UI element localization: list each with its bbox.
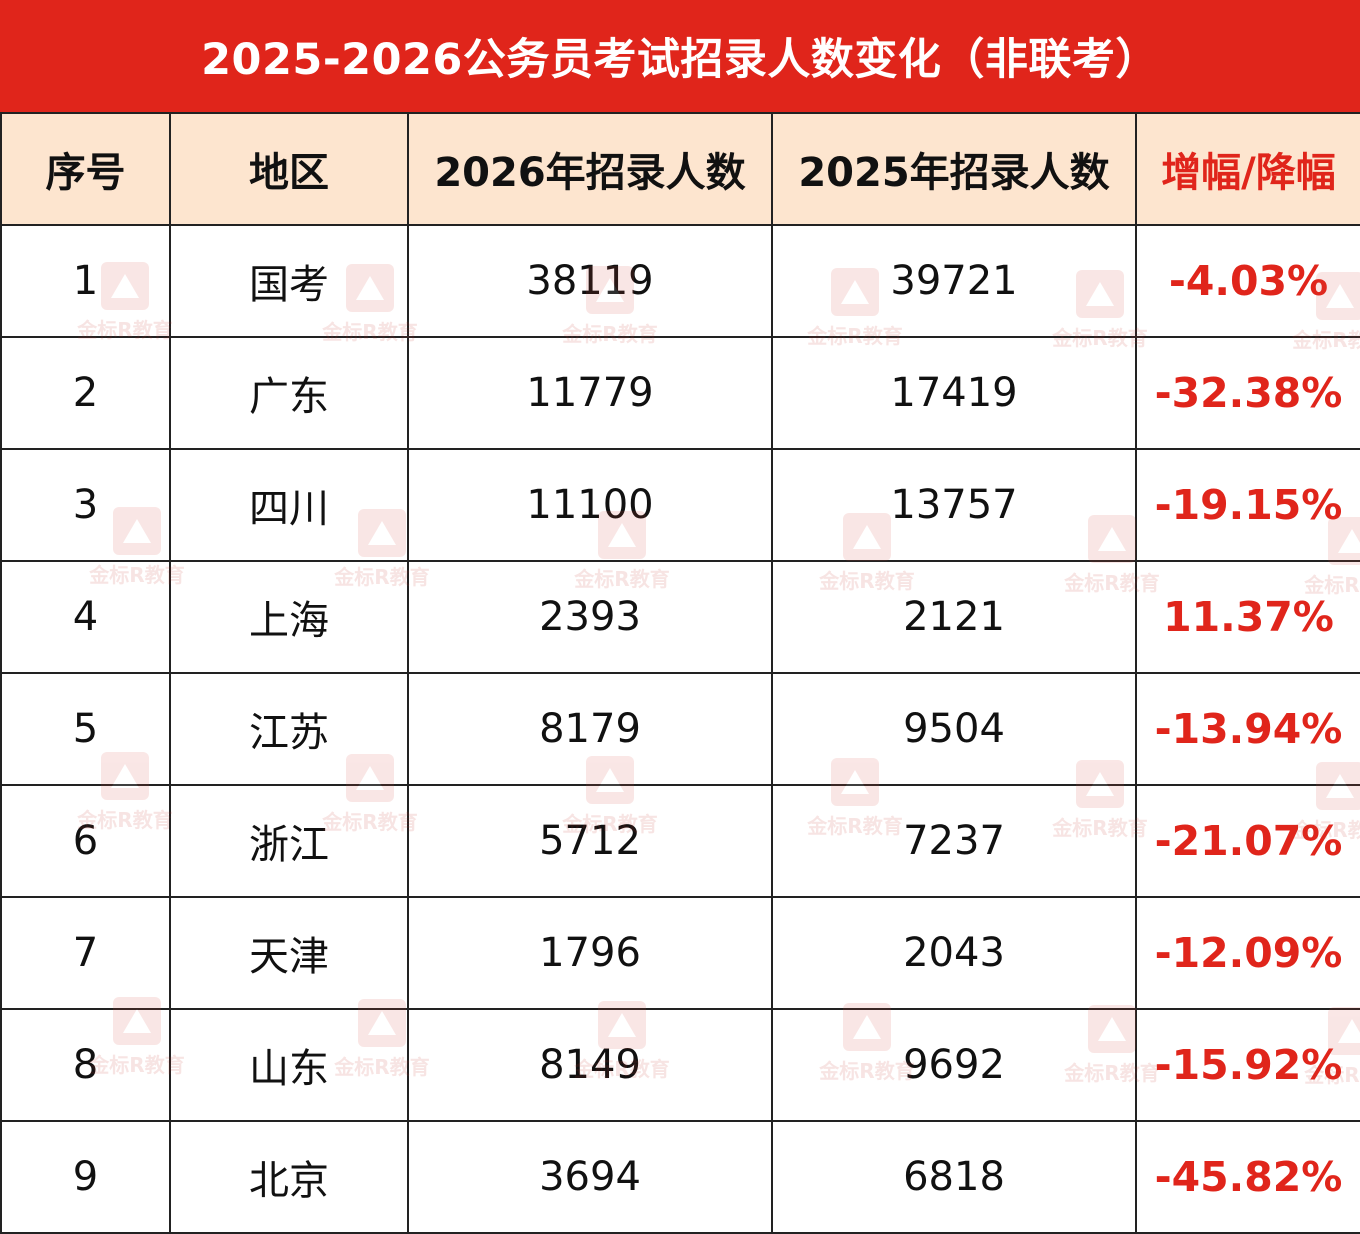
cell-index: 3 — [0, 448, 171, 562]
header-2025-count: 2025年招录人数 — [771, 112, 1137, 226]
cell-2025-count: 2043 — [771, 896, 1137, 1010]
table-row: 1 国考 38119 39721 -4.03% — [0, 224, 1360, 338]
cell-2025-count: 7237 — [771, 784, 1137, 898]
cell-2025-count: 6818 — [771, 1120, 1137, 1234]
cell-2025-count: 2121 — [771, 560, 1137, 674]
cell-2026-count: 5712 — [407, 784, 773, 898]
cell-region: 上海 — [169, 560, 409, 674]
cell-region: 国考 — [169, 224, 409, 338]
cell-region: 浙江 — [169, 784, 409, 898]
header-2026-count: 2026年招录人数 — [407, 112, 773, 226]
cell-index: 2 — [0, 336, 171, 450]
table-row: 6 浙江 5712 7237 -21.07% — [0, 784, 1360, 898]
cell-index: 9 — [0, 1120, 171, 1234]
cell-2025-count: 9692 — [771, 1008, 1137, 1122]
table-row: 4 上海 2393 2121 11.37% — [0, 560, 1360, 674]
cell-region: 山东 — [169, 1008, 409, 1122]
cell-2026-count: 1796 — [407, 896, 773, 1010]
cell-2026-count: 11779 — [407, 336, 773, 450]
cell-index: 7 — [0, 896, 171, 1010]
header-index: 序号 — [0, 112, 171, 226]
table-row: 8 山东 8149 9692 -15.92% — [0, 1008, 1360, 1122]
recruitment-table: 序号 地区 2026年招录人数 2025年招录人数 增幅/降幅 1 国考 38119… — [0, 112, 1360, 1234]
cell-change: -4.03% — [1135, 224, 1360, 338]
header-row: 序号 地区 2026年招录人数 2025年招录人数 增幅/降幅 — [0, 112, 1360, 226]
cell-2026-count: 2393 — [407, 560, 773, 674]
cell-region: 广东 — [169, 336, 409, 450]
table-row: 3 四川 11100 13757 -19.15% — [0, 448, 1360, 562]
cell-index: 5 — [0, 672, 171, 786]
table-body: 1 国考 38119 39721 -4.03% 2 广东 11779 17419 -32.38% 3… — [0, 224, 1360, 1234]
cell-2025-count: 9504 — [771, 672, 1137, 786]
table-row: 9 北京 3694 6818 -45.82% — [0, 1120, 1360, 1234]
cell-region: 北京 — [169, 1120, 409, 1234]
cell-2025-count: 39721 — [771, 224, 1137, 338]
header-change: 增幅/降幅 — [1135, 112, 1360, 226]
cell-2026-count: 8179 — [407, 672, 773, 786]
cell-index: 8 — [0, 1008, 171, 1122]
cell-2026-count: 8149 — [407, 1008, 773, 1122]
cell-region: 四川 — [169, 448, 409, 562]
cell-change: -12.09% — [1135, 896, 1360, 1010]
cell-change: -45.82% — [1135, 1120, 1360, 1234]
cell-index: 4 — [0, 560, 171, 674]
table-row: 5 江苏 8179 9504 -13.94% — [0, 672, 1360, 786]
cell-change: -19.15% — [1135, 448, 1360, 562]
cell-region: 江苏 — [169, 672, 409, 786]
cell-2026-count: 3694 — [407, 1120, 773, 1234]
cell-change: 11.37% — [1135, 560, 1360, 674]
cell-change: -15.92% — [1135, 1008, 1360, 1122]
cell-change: -13.94% — [1135, 672, 1360, 786]
cell-2025-count: 17419 — [771, 336, 1137, 450]
cell-index: 6 — [0, 784, 171, 898]
cell-2026-count: 38119 — [407, 224, 773, 338]
cell-2026-count: 11100 — [407, 448, 773, 562]
cell-change: -21.07% — [1135, 784, 1360, 898]
cell-2025-count: 13757 — [771, 448, 1137, 562]
table-row: 2 广东 11779 17419 -32.38% — [0, 336, 1360, 450]
cell-change: -32.38% — [1135, 336, 1360, 450]
table-title-text: 2025-2026公务员考试招录人数变化（非联考） — [201, 35, 1159, 85]
cell-region: 天津 — [169, 896, 409, 1010]
table-row: 7 天津 1796 2043 -12.09% — [0, 896, 1360, 1010]
cell-index: 1 — [0, 224, 171, 338]
header-region: 地区 — [169, 112, 409, 226]
table-title: 2025-2026公务员考试招录人数变化（非联考） — [0, 0, 1360, 112]
